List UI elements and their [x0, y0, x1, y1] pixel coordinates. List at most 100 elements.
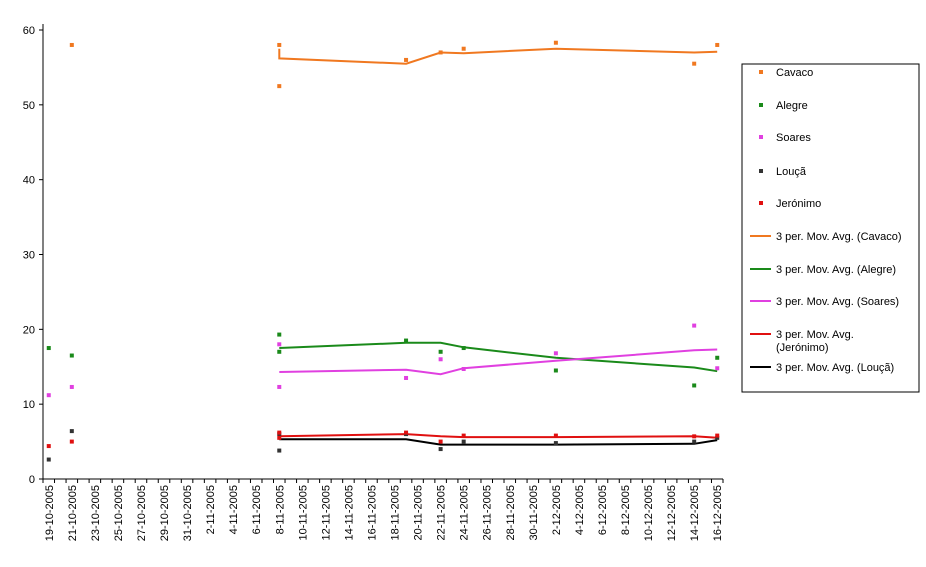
data-point	[404, 338, 409, 343]
data-point	[46, 444, 51, 449]
legend-label: 3 per. Mov. Avg. (Alegre)	[776, 264, 896, 276]
x-tick-label: 28-11-2005	[505, 485, 517, 540]
legend-label: Alegre	[776, 100, 808, 112]
y-tick-label: 50	[23, 100, 35, 112]
data-point	[553, 441, 558, 446]
x-tick-label: 29-10-2005	[159, 485, 171, 541]
data-point	[277, 84, 282, 89]
y-tick-label: 20	[23, 324, 35, 336]
data-point	[277, 349, 282, 354]
x-tick-label: 12-11-2005	[320, 485, 332, 540]
data-point	[553, 40, 558, 45]
data-point	[438, 50, 443, 55]
x-tick-label: 27-10-2005	[136, 485, 148, 541]
x-tick-label: 26-11-2005	[482, 485, 494, 540]
data-point	[404, 375, 409, 380]
data-point	[404, 57, 409, 62]
x-tick-label: 22-11-2005	[436, 485, 448, 540]
x-tick-label: 19-10-2005	[44, 485, 56, 541]
data-point	[461, 346, 466, 351]
x-tick-label: 2-11-2005	[205, 485, 217, 534]
data-point	[69, 429, 74, 434]
data-point	[438, 357, 443, 362]
data-point	[277, 42, 282, 47]
data-point	[692, 439, 697, 444]
x-tick-label: 14-12-2005	[689, 485, 701, 541]
x-tick-label: 4-11-2005	[228, 485, 240, 534]
x-tick-label: 16-11-2005	[366, 485, 378, 540]
legend-marker-swatch	[759, 103, 763, 107]
y-tick-label: 30	[23, 250, 35, 262]
x-tick-label: 14-11-2005	[343, 485, 355, 540]
data-point	[692, 323, 697, 328]
data-point	[461, 46, 466, 51]
y-axis-ticks: 0 10 20 30 40 50 60	[23, 25, 43, 486]
legend-label: 3 per. Mov. Avg. (Jerónimo)	[776, 329, 854, 354]
x-tick-label: 8-11-2005	[274, 485, 286, 534]
data-point	[692, 383, 697, 388]
data-point	[553, 351, 558, 356]
data-point	[715, 355, 720, 360]
trend-line	[279, 438, 718, 446]
legend-label: 3 per. Mov. Avg. (Cavaco)	[776, 231, 902, 243]
x-tick-label: 18-11-2005	[390, 485, 402, 540]
x-tick-label: 21-10-2005	[67, 485, 79, 541]
y-tick-label: 10	[23, 399, 35, 411]
x-tick-label: 2-12-2005	[551, 485, 563, 535]
data-point	[277, 430, 282, 435]
data-point	[553, 433, 558, 438]
data-point	[69, 439, 74, 444]
data-point	[277, 448, 282, 453]
data-point	[277, 332, 282, 337]
x-tick-label: 10-12-2005	[643, 485, 655, 541]
data-point	[438, 447, 443, 452]
data-point	[277, 435, 282, 440]
x-tick-label: 4-12-2005	[574, 485, 586, 535]
data-point	[69, 384, 74, 389]
y-tick-label: 0	[29, 474, 35, 486]
legend-marker-swatch	[759, 70, 763, 74]
x-tick-label: 8-12-2005	[620, 485, 632, 535]
trend-line	[278, 47, 718, 65]
data-point	[692, 434, 697, 439]
data-point	[715, 42, 720, 47]
data-point	[46, 457, 51, 462]
legend-label: Jerónimo	[776, 198, 821, 210]
x-tick-label: 30-11-2005	[528, 485, 540, 540]
data-point	[404, 430, 409, 435]
data-point	[277, 342, 282, 347]
data-point	[461, 433, 466, 438]
x-tick-label: 16-12-2005	[712, 485, 724, 541]
data-point	[438, 439, 443, 444]
legend-marker-swatch	[759, 135, 763, 139]
data-point	[438, 349, 443, 354]
y-tick-label: 40	[23, 175, 35, 187]
legend-label: 3 per. Mov. Avg. (Louçã)	[776, 362, 894, 374]
series-points	[46, 40, 720, 462]
data-point	[692, 61, 697, 66]
x-tick-label: 23-10-2005	[90, 485, 102, 541]
legend-box	[741, 63, 920, 393]
legend-label: Cavaco	[776, 67, 813, 79]
legend-marker-swatch	[759, 169, 763, 173]
x-tick-label: 6-11-2005	[251, 485, 263, 534]
data-point	[715, 435, 720, 440]
x-tick-label: 20-11-2005	[413, 485, 425, 540]
x-tick-label: 6-12-2005	[597, 485, 609, 535]
data-point	[46, 393, 51, 398]
x-tick-label: 12-12-2005	[666, 485, 678, 541]
x-tick-label: 10-11-2005	[297, 485, 309, 540]
legend-label: 3 per. Mov. Avg. (Soares)	[776, 296, 899, 308]
legend-marker-swatch	[759, 201, 763, 205]
data-point	[69, 42, 74, 47]
x-tick-label: 25-10-2005	[113, 485, 125, 541]
legend-label: Louçã	[776, 166, 807, 178]
plot-axes	[42, 24, 723, 480]
data-point	[715, 366, 720, 371]
data-point	[46, 346, 51, 351]
data-point	[277, 384, 282, 389]
data-point	[461, 439, 466, 444]
data-point	[461, 366, 466, 371]
x-tick-label: 24-11-2005	[459, 485, 471, 540]
